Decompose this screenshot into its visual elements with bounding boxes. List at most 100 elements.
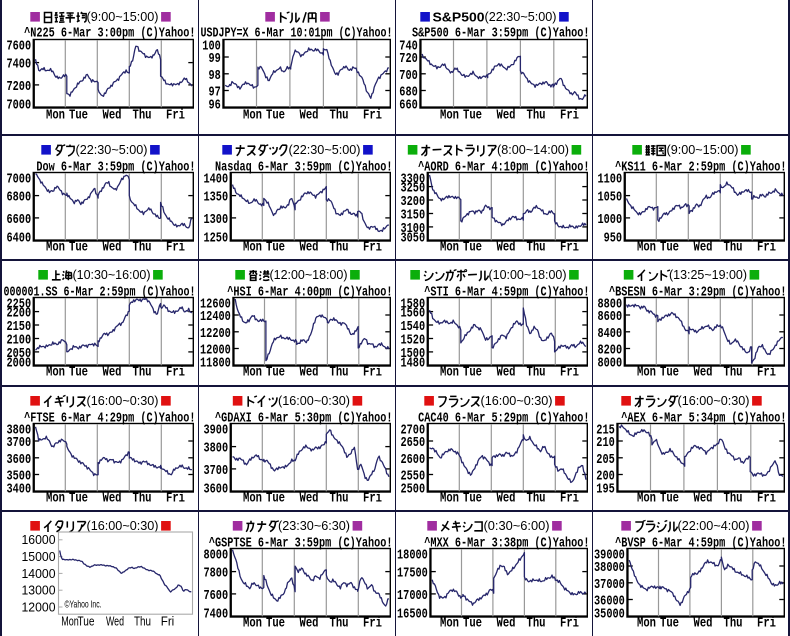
svg-text:Fri: Fri	[757, 616, 776, 632]
svg-text:(0:30~6:00): (0:30~6:00)	[484, 518, 550, 533]
svg-text:Tue: Tue	[266, 616, 285, 632]
svg-text:12600: 12600	[200, 297, 231, 313]
svg-text:Thu: Thu	[132, 240, 151, 256]
svg-text:Mon: Mon	[440, 108, 459, 124]
svg-text:^FTSE 6-Mar 4:29pm (C)Yahoo!: ^FTSE 6-Mar 4:29pm (C)Yahoo!	[24, 411, 195, 427]
svg-text:Mon: Mon	[637, 365, 656, 381]
svg-text:Tue: Tue	[660, 240, 679, 256]
svg-text:3400: 3400	[6, 482, 31, 498]
svg-text:35000: 35000	[594, 607, 625, 623]
svg-text:(22:30~5:00): (22:30~5:00)	[75, 142, 147, 157]
svg-text:3250: 3250	[401, 181, 426, 197]
svg-text:Tue: Tue	[660, 491, 679, 507]
svg-text:Mon: Mon	[243, 616, 262, 632]
svg-text:Wed: Wed	[300, 616, 319, 632]
svg-text:2700: 2700	[401, 423, 426, 439]
svg-text:1540: 1540	[401, 319, 426, 335]
svg-text:1250: 1250	[204, 231, 229, 247]
svg-text:8000: 8000	[598, 356, 623, 372]
svg-text:7600: 7600	[204, 588, 229, 604]
svg-text:Wed: Wed	[497, 616, 516, 632]
svg-text:Wed: Wed	[106, 615, 124, 629]
svg-text:2200: 2200	[6, 306, 31, 322]
svg-text:(13:25~19:00): (13:25~19:00)	[669, 267, 747, 282]
svg-text:8200: 8200	[598, 343, 623, 359]
svg-text:Tue: Tue	[69, 491, 88, 507]
svg-text:7600: 7600	[6, 39, 31, 55]
svg-text:000001.SS 6-Mar 2:59pm (C)Yaho: 000001.SS 6-Mar 2:59pm (C)Yahoo!	[3, 285, 195, 301]
svg-text:Wed: Wed	[102, 491, 121, 507]
svg-text:Fri: Fri	[363, 240, 382, 256]
svg-text:^KS11 6-Mar 2:59pm (C)Yahoo!: ^KS11 6-Mar 2:59pm (C)Yahoo!	[615, 160, 786, 176]
svg-text:Wed: Wed	[102, 365, 121, 381]
svg-text:Mon: Mon	[243, 108, 262, 124]
svg-text:1500: 1500	[401, 346, 426, 362]
svg-text:^BSESN 6-Mar 3:29pm (C)Yahoo!: ^BSESN 6-Mar 3:29pm (C)Yahoo!	[609, 285, 787, 301]
svg-text:12000: 12000	[200, 343, 231, 359]
svg-text:1300: 1300	[204, 212, 229, 228]
svg-text:2100: 2100	[6, 333, 31, 349]
svg-text:Thu: Thu	[724, 240, 743, 256]
svg-text:2550: 2550	[401, 469, 426, 485]
svg-text:3600: 3600	[6, 452, 31, 468]
svg-text:Fri: Fri	[560, 108, 579, 124]
svg-text:1000: 1000	[598, 212, 623, 228]
svg-text:16500: 16500	[397, 607, 428, 623]
svg-text:2150: 2150	[6, 319, 31, 335]
svg-text:Thu: Thu	[527, 240, 546, 256]
svg-text:1400: 1400	[204, 172, 229, 188]
svg-text:950: 950	[604, 231, 623, 247]
svg-text:Wed: Wed	[300, 240, 319, 256]
svg-text:3600: 3600	[204, 482, 229, 498]
svg-text:Wed: Wed	[497, 108, 516, 124]
svg-text:36000: 36000	[594, 594, 625, 610]
svg-text:(16:00~0:30): (16:00~0:30)	[86, 518, 158, 533]
svg-text:Tue: Tue	[266, 240, 285, 256]
svg-text:7400: 7400	[204, 607, 229, 623]
svg-text:Tue: Tue	[463, 491, 482, 507]
svg-text:Fri: Fri	[560, 491, 579, 507]
svg-text:Tue: Tue	[660, 365, 679, 381]
svg-text:1350: 1350	[204, 190, 229, 206]
svg-text:(22:30~5:00): (22:30~5:00)	[289, 142, 361, 157]
svg-text:Tue: Tue	[463, 108, 482, 124]
svg-text:S&P500 6-Mar 3:59pm (C)Yahoo!: S&P500 6-Mar 3:59pm (C)Yahoo!	[412, 25, 590, 41]
svg-text:(16:00~0:30): (16:00~0:30)	[86, 393, 158, 408]
svg-text:©Yahoo Inc.: ©Yahoo Inc.	[64, 599, 101, 611]
svg-text:700: 700	[399, 68, 418, 84]
svg-text:37000: 37000	[594, 577, 625, 593]
svg-text:^N225 6-Mar 3:00pm (C)Yahoo!: ^N225 6-Mar 3:00pm (C)Yahoo!	[24, 25, 195, 41]
svg-text:195: 195	[596, 482, 615, 498]
svg-text:Fri: Fri	[560, 240, 579, 256]
svg-text:Tue: Tue	[69, 108, 88, 124]
svg-text:8600: 8600	[598, 309, 623, 325]
svg-text:Fri: Fri	[363, 108, 382, 124]
svg-text:Mon: Mon	[243, 365, 262, 381]
svg-text:6400: 6400	[6, 231, 31, 247]
svg-text:Thu: Thu	[330, 616, 349, 632]
svg-text:Mon: Mon	[46, 240, 65, 256]
svg-text:2000: 2000	[6, 356, 31, 372]
svg-text:^AORD 6-Mar 4:10pm (C)Yahoo!: ^AORD 6-Mar 4:10pm (C)Yahoo!	[418, 160, 589, 176]
svg-text:Tue: Tue	[77, 615, 94, 629]
svg-text:Wed: Wed	[300, 108, 319, 124]
svg-text:6800: 6800	[6, 190, 31, 206]
svg-text:Mon: Mon	[440, 240, 459, 256]
svg-text:Fri: Fri	[166, 240, 185, 256]
svg-text:Wed: Wed	[497, 240, 516, 256]
svg-text:38000: 38000	[594, 560, 625, 576]
svg-text:^HSI 6-Mar 4:00pm (C)Yahoo!: ^HSI 6-Mar 4:00pm (C)Yahoo!	[227, 285, 392, 301]
svg-text:39000: 39000	[594, 548, 625, 564]
svg-text:2050: 2050	[6, 346, 31, 362]
svg-text:3100: 3100	[401, 221, 426, 237]
svg-text:Mon: Mon	[243, 491, 262, 507]
svg-text:720: 720	[399, 51, 418, 67]
svg-text:Fri: Fri	[166, 365, 185, 381]
svg-text:2500: 2500	[401, 482, 426, 498]
svg-text:97: 97	[209, 85, 221, 101]
svg-text:98: 98	[209, 68, 221, 84]
svg-text:Tue: Tue	[463, 365, 482, 381]
svg-text:Mon: Mon	[637, 491, 656, 507]
svg-text:1580: 1580	[401, 297, 426, 313]
svg-text:Wed: Wed	[102, 240, 121, 256]
